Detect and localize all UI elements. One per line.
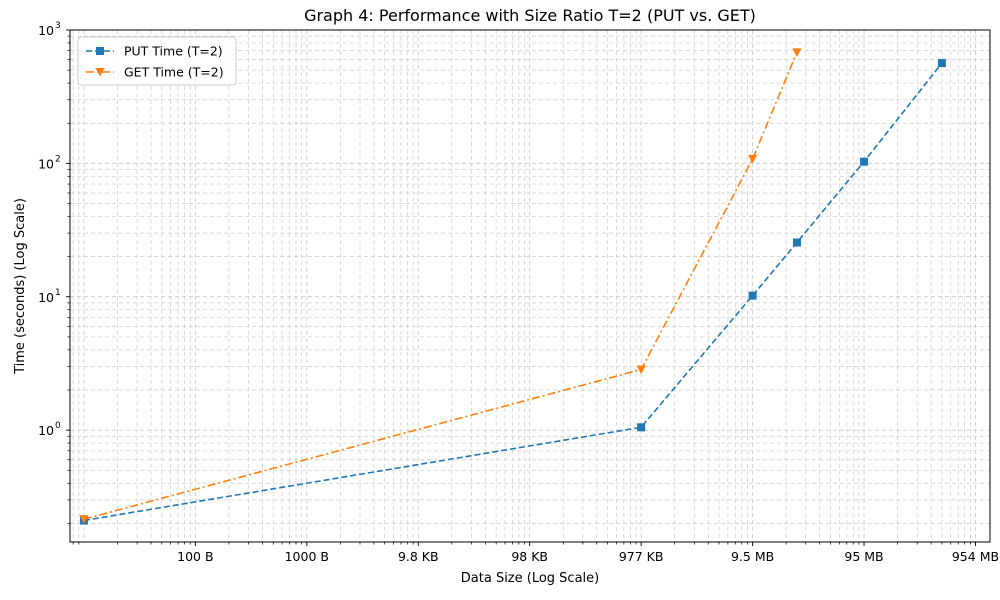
series-put-point: [637, 423, 646, 432]
series-put-point: [860, 157, 869, 166]
y-tick-label-exponent: 3: [55, 21, 61, 31]
series-put-point: [937, 59, 946, 68]
x-tick-label: 95 MB: [844, 549, 883, 564]
y-tick-label-base: 10: [38, 156, 54, 171]
legend-entry-put-point: [96, 47, 104, 55]
legend-entry-put: PUT Time (T=2): [86, 44, 223, 59]
legend-entry-get-point: [95, 68, 105, 77]
series-get-line: [83, 51, 798, 520]
y-tick-label: 10 3: [38, 21, 61, 38]
legend-entry-get-label: GET Time (T=2): [124, 65, 224, 80]
x-tick-label: 977 KB: [619, 549, 664, 564]
series-put-point: [748, 291, 757, 300]
series-put: [79, 59, 946, 525]
series-get-point: [792, 48, 802, 57]
y-tick-label-exponent: 1: [55, 288, 61, 298]
series-layer: [79, 48, 946, 525]
series-get-point: [636, 365, 646, 375]
y-tick-label-exponent: 2: [55, 154, 61, 164]
x-tick-label: 1000 B: [285, 549, 329, 564]
y-tick-label: 10 1: [38, 288, 61, 305]
axis-ticks: 100 B 1000 B 9.8 KB 98 KB 977 KB 9.5 MB 95 MB 9…: [38, 21, 999, 564]
y-tick-label-base: 10: [38, 423, 54, 438]
x-tick-label: 9.5 MB: [731, 549, 774, 564]
series-put-point: [792, 238, 801, 247]
x-tick-label: 100 B: [177, 549, 213, 564]
x-tick-label: 98 KB: [511, 549, 548, 564]
y-tick-label: 10 0: [38, 421, 61, 438]
series-get-point: [747, 154, 758, 164]
y-tick-label-base: 10: [38, 23, 54, 38]
grid: [70, 29, 990, 542]
legend-entry-get: GET Time (T=2): [86, 65, 224, 80]
legend-entry-put-label: PUT Time (T=2): [124, 44, 223, 59]
y-tick-label-base: 10: [38, 290, 54, 305]
y-tick-label: 10 2: [38, 154, 61, 171]
y-axis-label: Time (seconds) (Log Scale): [13, 198, 28, 375]
legend: PUT Time (T=2) GET Time (T=2): [77, 36, 237, 86]
y-tick-label-exponent: 0: [55, 421, 61, 431]
series-get: [79, 48, 802, 524]
x-tick-label: 9.8 KB: [398, 549, 439, 564]
x-axis-label: Data Size (Log Scale): [461, 571, 599, 586]
legend-box: [77, 36, 237, 86]
series-get-point: [79, 515, 89, 524]
chart-title: Graph 4: Performance with Size Ratio T=2…: [304, 6, 756, 25]
series-put-line: [83, 62, 943, 522]
x-tick-label: 954 MB: [952, 549, 999, 564]
